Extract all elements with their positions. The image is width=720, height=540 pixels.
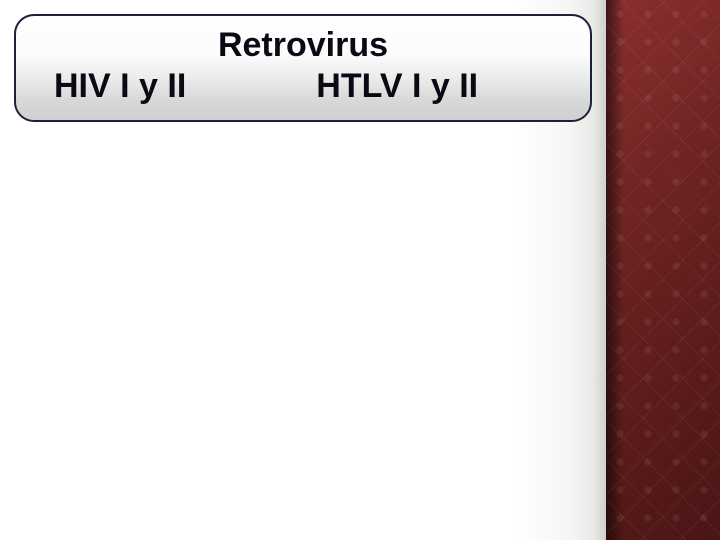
subtitle-left: HIV I y II bbox=[54, 67, 186, 106]
subtitle-right: HTLV I y II bbox=[316, 67, 478, 106]
title-main: Retrovirus bbox=[36, 26, 570, 65]
slide-root: Retrovirus HIV I y II HTLV I y II bbox=[0, 0, 720, 540]
title-subtitle-row: HIV I y II HTLV I y II bbox=[36, 67, 570, 106]
title-box: Retrovirus HIV I y II HTLV I y II bbox=[14, 14, 592, 122]
slide-side-panel bbox=[606, 0, 720, 540]
